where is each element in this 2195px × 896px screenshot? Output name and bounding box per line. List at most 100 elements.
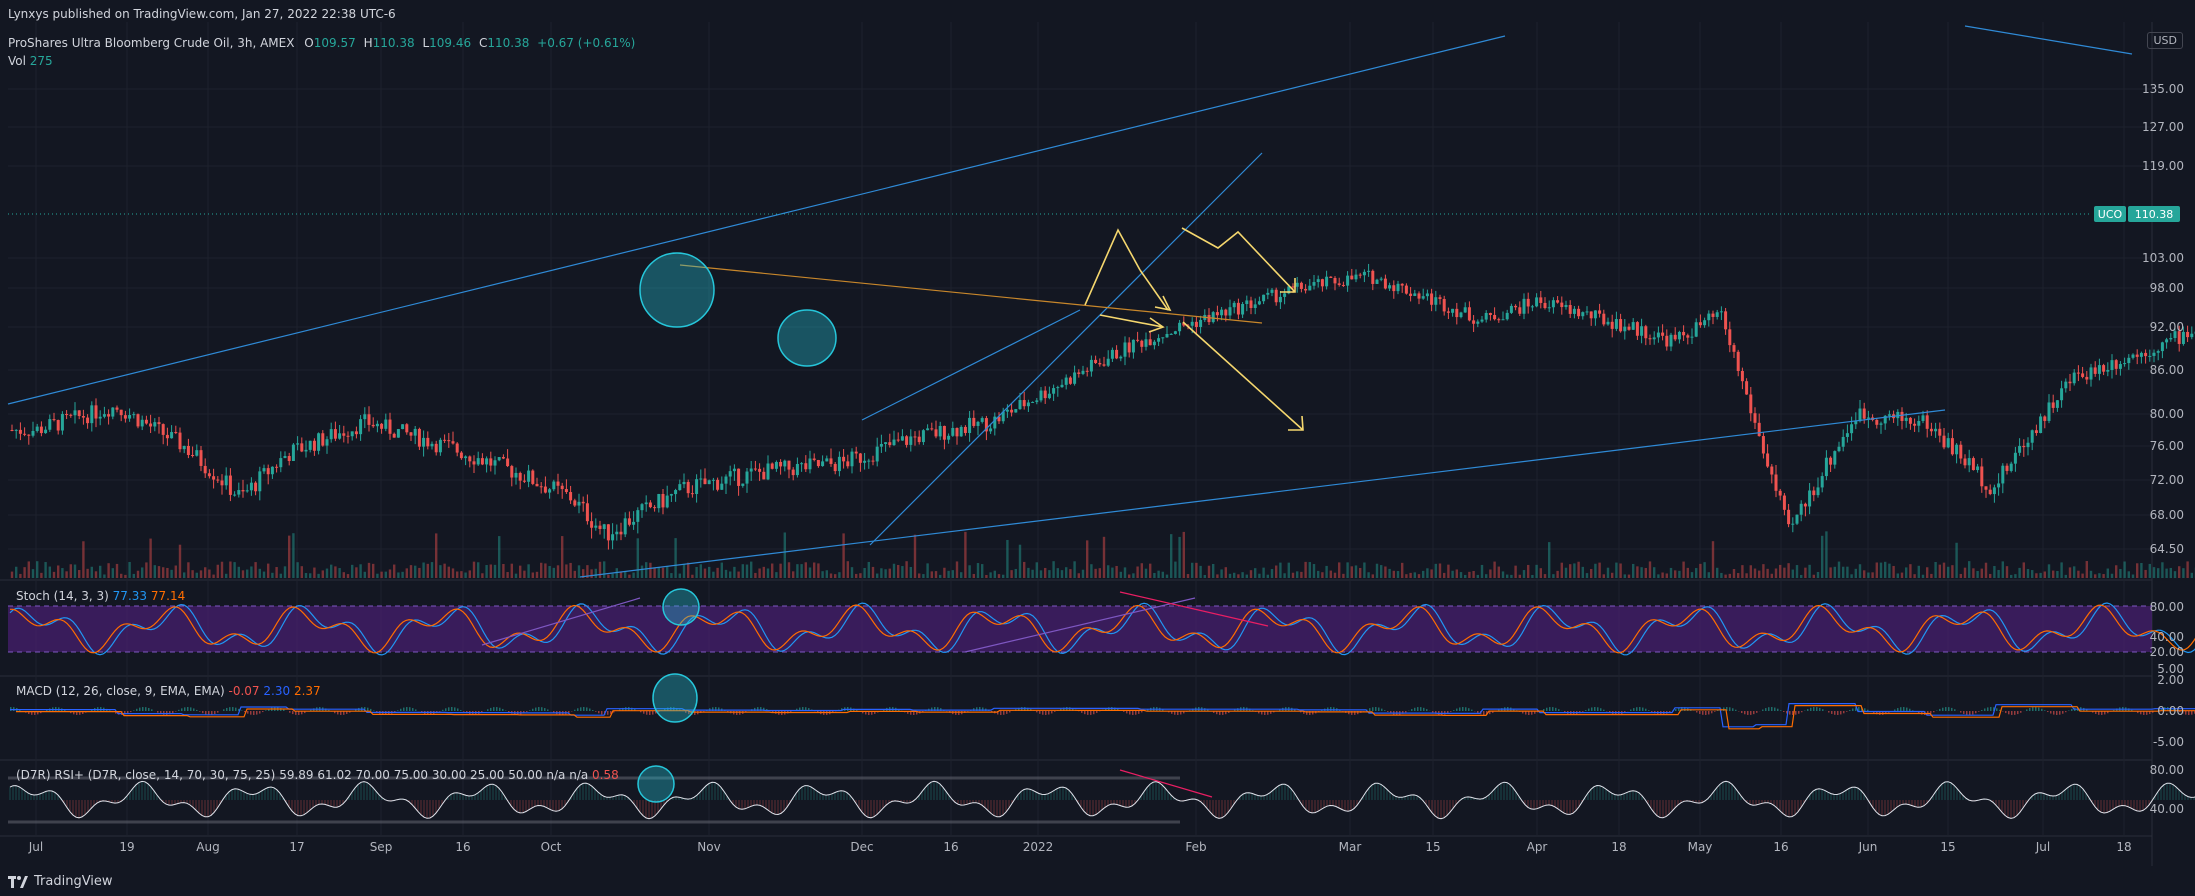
- upper-right-line[interactable]: [1964, 25, 2133, 55]
- candle-body: [720, 483, 724, 490]
- upper-channel-line[interactable]: [7, 35, 1506, 405]
- candle-body: [35, 426, 39, 431]
- resistance-line[interactable]: [679, 264, 1263, 324]
- candle-body: [1686, 335, 1690, 338]
- candle-body: [359, 419, 363, 435]
- volume-bar: [968, 565, 971, 578]
- stoch-trendline-1[interactable]: [481, 597, 641, 646]
- volume-bar: [393, 564, 396, 578]
- candle-body: [1593, 310, 1597, 319]
- candle-body: [2076, 372, 2080, 374]
- rsi-legend[interactable]: (D7R) RSI+ (D7R, close, 14, 70, 30, 75, …: [16, 768, 619, 782]
- macd-histogram-bar: [1783, 711, 1785, 712]
- candle-body: [535, 483, 539, 487]
- lower-channel-line[interactable]: [579, 409, 1946, 578]
- macd-histogram-bar: [223, 709, 225, 711]
- volume-bar: [27, 561, 30, 578]
- candle-body: [1988, 489, 1992, 495]
- upper-wedge-line[interactable]: [861, 309, 1081, 421]
- macd-histogram-bar: [1468, 708, 1470, 711]
- macd-histogram-bar: [535, 707, 537, 711]
- candle-body: [283, 456, 287, 459]
- highlight-circle-macd[interactable]: [652, 673, 698, 723]
- stoch-resistance[interactable]: [1119, 591, 1269, 627]
- candle-body: [1165, 333, 1169, 338]
- volume-bar: [279, 573, 282, 578]
- candle-body: [1144, 339, 1148, 347]
- price-axis[interactable]: 135.00127.00119.00103.0098.0092.0086.008…: [2142, 82, 2184, 816]
- footer[interactable]: TradingView: [8, 874, 113, 889]
- volume-bar: [94, 571, 98, 578]
- candle-body: [1068, 377, 1072, 384]
- volume-bar: [640, 565, 644, 578]
- volume-bar: [1539, 568, 1542, 578]
- macd-histogram-bar: [1597, 707, 1599, 711]
- rsi-resistance[interactable]: [1119, 769, 1213, 798]
- candle-body: [1577, 308, 1581, 317]
- candle-body: [1115, 349, 1119, 359]
- volume-bar: [1556, 570, 1559, 578]
- candle-body: [690, 493, 694, 495]
- stoch-legend[interactable]: Stoch (14, 3, 3) 77.33 77.14: [16, 589, 185, 603]
- highlight-circle-1[interactable]: [639, 252, 715, 328]
- volume-bar: [1892, 565, 1895, 578]
- volume-bar: [1896, 573, 1899, 578]
- volume-bar: [19, 573, 22, 578]
- currency-button[interactable]: USD: [2147, 32, 2183, 49]
- candle-body: [1463, 307, 1467, 313]
- candle-body: [1770, 466, 1774, 475]
- highlight-circle-rsi[interactable]: [637, 765, 675, 803]
- macd-histogram-bar: [1528, 711, 1530, 715]
- volume-bar: [451, 568, 455, 578]
- candle-body: [753, 468, 757, 470]
- volume-bar: [628, 574, 631, 578]
- volume-bar: [1938, 564, 1941, 578]
- volume-bar: [401, 571, 404, 578]
- candle-body: [686, 481, 690, 494]
- macd-histogram-bar: [445, 708, 447, 711]
- macd-histogram-bar: [733, 711, 735, 715]
- volume-bar: [233, 562, 236, 578]
- macd-histogram-bar: [2107, 711, 2109, 714]
- candle-body: [951, 427, 955, 436]
- macd-histogram-bar: [1021, 707, 1023, 711]
- highlight-circle-stoch[interactable]: [662, 588, 700, 626]
- stoch-trendline-2[interactable]: [964, 597, 1196, 653]
- candle-body: [245, 490, 249, 492]
- volume-bar: [1102, 536, 1106, 578]
- macd-legend[interactable]: MACD (12, 26, close, 9, EMA, EMA) -0.07 …: [16, 684, 321, 698]
- time-axis[interactable]: Jul 19 Aug 17 Sep 16 Oct Nov Dec 16 2022 Feb Mar 15 Ap…: [28, 840, 2132, 854]
- highlight-circle-2[interactable]: [777, 309, 837, 367]
- volume-bar: [1867, 572, 1870, 578]
- volume-bar: [1779, 564, 1782, 578]
- volume-bar: [1174, 561, 1177, 578]
- volume-bar: [955, 561, 959, 578]
- macd-histogram-bar: [1834, 711, 1836, 715]
- macd-histogram-bar: [1984, 708, 1986, 711]
- macd-histogram-bar: [523, 711, 525, 714]
- macd-histogram-bar: [1588, 708, 1590, 711]
- macd-histogram-bar: [229, 707, 231, 711]
- volume-bar: [1409, 572, 1412, 578]
- projection-arrows[interactable]: [1084, 227, 1304, 431]
- macd-histogram-bar: [613, 711, 615, 713]
- candle-body: [224, 475, 228, 486]
- candle-body: [1396, 283, 1400, 292]
- volume-bar: [397, 572, 400, 578]
- macd-histogram-bar: [577, 708, 579, 711]
- macd-histogram-bar: [934, 707, 936, 711]
- rising-trendline[interactable]: [869, 152, 1263, 546]
- symbol-name[interactable]: ProShares Ultra Bloomberg Crude Oil, 3h,…: [8, 36, 295, 50]
- macd-histogram-bar: [1264, 711, 1266, 715]
- candle-body: [577, 501, 581, 506]
- macd-histogram-bar: [1765, 708, 1767, 711]
- drawings[interactable]: [7, 25, 2133, 803]
- volume-bar: [2144, 569, 2147, 578]
- rsi-lines: [9, 780, 2195, 820]
- candle-body: [396, 429, 400, 438]
- volume-bar: [2060, 562, 2063, 578]
- volume-bar: [2161, 562, 2164, 578]
- volume-bar: [724, 569, 728, 578]
- candle-body: [552, 481, 556, 490]
